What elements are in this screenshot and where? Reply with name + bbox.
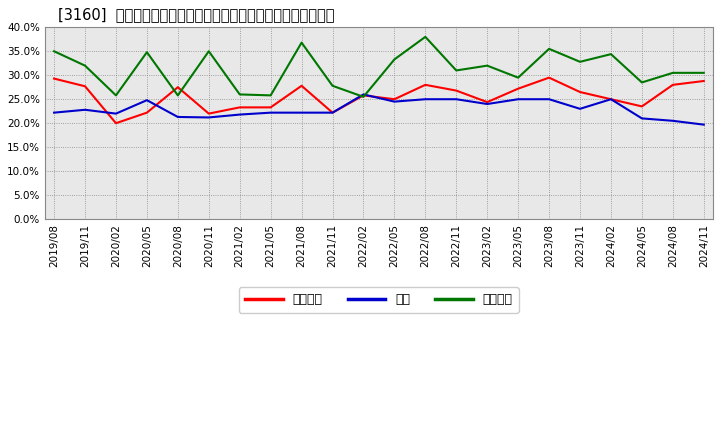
Legend: 売上債権, 在庫, 買入債務: 売上債権, 在庫, 買入債務 xyxy=(239,287,519,313)
Text: [3160]  売上債権、在庫、買入債務の総資産に対する比率の推移: [3160] 売上債権、在庫、買入債務の総資産に対する比率の推移 xyxy=(58,7,335,22)
